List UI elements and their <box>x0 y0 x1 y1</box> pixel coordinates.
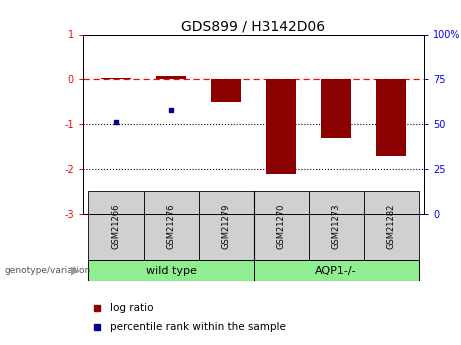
Bar <box>254 260 419 281</box>
Text: GSM21282: GSM21282 <box>387 203 396 249</box>
Bar <box>321 79 351 138</box>
Bar <box>211 79 241 102</box>
Text: GSM21270: GSM21270 <box>277 203 285 249</box>
Text: GSM21276: GSM21276 <box>166 203 176 249</box>
Bar <box>101 78 131 79</box>
Text: ▶: ▶ <box>71 266 80 276</box>
Bar <box>364 191 419 260</box>
Bar <box>89 260 254 281</box>
Text: percentile rank within the sample: percentile rank within the sample <box>110 322 286 332</box>
Bar <box>199 191 254 260</box>
Text: GSM21273: GSM21273 <box>331 203 341 249</box>
Text: AQP1-/-: AQP1-/- <box>315 266 357 276</box>
Bar <box>308 191 364 260</box>
Text: log ratio: log ratio <box>110 303 154 313</box>
Bar <box>254 191 308 260</box>
Bar <box>266 79 296 174</box>
Title: GDS899 / H3142D06: GDS899 / H3142D06 <box>182 19 325 33</box>
Bar <box>143 191 199 260</box>
Bar <box>156 76 186 79</box>
Text: wild type: wild type <box>146 266 196 276</box>
Bar <box>89 191 143 260</box>
Text: genotype/variation: genotype/variation <box>5 266 91 275</box>
Bar <box>376 79 406 156</box>
Text: GSM21279: GSM21279 <box>222 203 230 249</box>
Text: GSM21266: GSM21266 <box>112 203 120 249</box>
